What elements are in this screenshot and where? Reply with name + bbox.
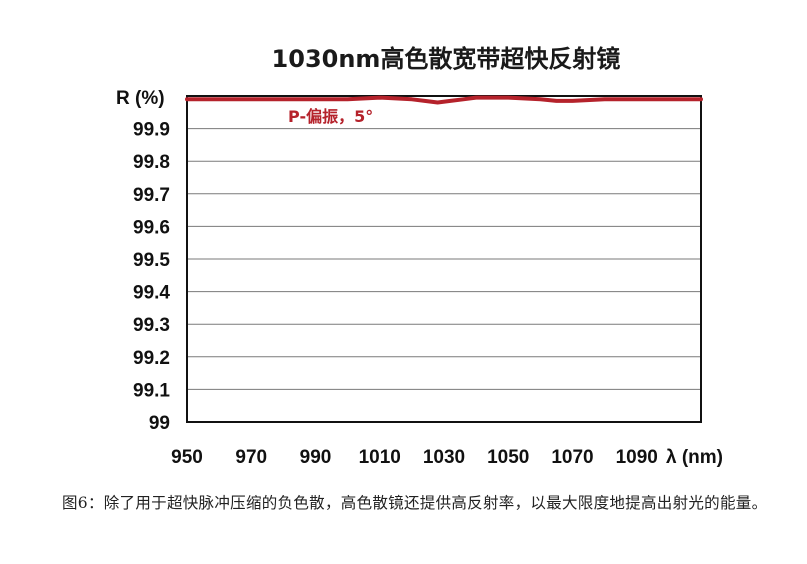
x-tick-label: 990 xyxy=(300,447,332,468)
x-tick-label: 1090 xyxy=(616,447,658,468)
chart-title: 1030nm高色散宽带超快反射镜 xyxy=(272,45,621,73)
y-tick-label: 99.7 xyxy=(133,185,170,206)
series-line xyxy=(185,95,703,105)
x-tick-label: 1070 xyxy=(551,447,593,468)
y-axis-label: R (%) xyxy=(116,88,165,109)
y-tick-label: 99.3 xyxy=(133,315,170,336)
x-tick-label: 1030 xyxy=(423,447,465,468)
y-tick-label: 99.1 xyxy=(133,380,170,401)
y-tick-label: 99.4 xyxy=(133,283,170,304)
series-group xyxy=(185,95,703,105)
plot-frame xyxy=(186,95,702,423)
x-tick-label: 1010 xyxy=(359,447,401,468)
y-tick-label: 99.6 xyxy=(133,217,170,238)
x-tick-label: 950 xyxy=(171,447,203,468)
y-tick-label: 99.2 xyxy=(133,348,170,369)
reflectance-chart: 1030nm高色散宽带超快反射镜 9999.199.299.399.499.59… xyxy=(116,45,723,468)
figure-caption: 图6：除了用于超快脉冲压缩的负色散，高色散镜还提供高反射率，以最大限度地提高出射… xyxy=(62,494,768,512)
x-tick-label: 970 xyxy=(235,447,267,468)
y-tick-label: 99.9 xyxy=(133,120,170,141)
y-tick-label: 99.5 xyxy=(133,250,170,271)
series-annotation: P-偏振，5° xyxy=(288,107,373,126)
x-tick-label: 1050 xyxy=(487,447,529,468)
y-tick-labels: 99 99.1 99.2 99.3 99.4 99.5 99.6 99.7 99.8 99.9 xyxy=(133,120,170,434)
y-tick-label: 99.8 xyxy=(133,152,170,173)
y-tick-label: 99 xyxy=(149,413,170,434)
x-tick-labels: 950 970 990 1010 1030 1050 1070 1090 xyxy=(171,447,658,468)
gridlines xyxy=(187,128,701,390)
x-axis-label: λ (nm) xyxy=(666,447,723,468)
